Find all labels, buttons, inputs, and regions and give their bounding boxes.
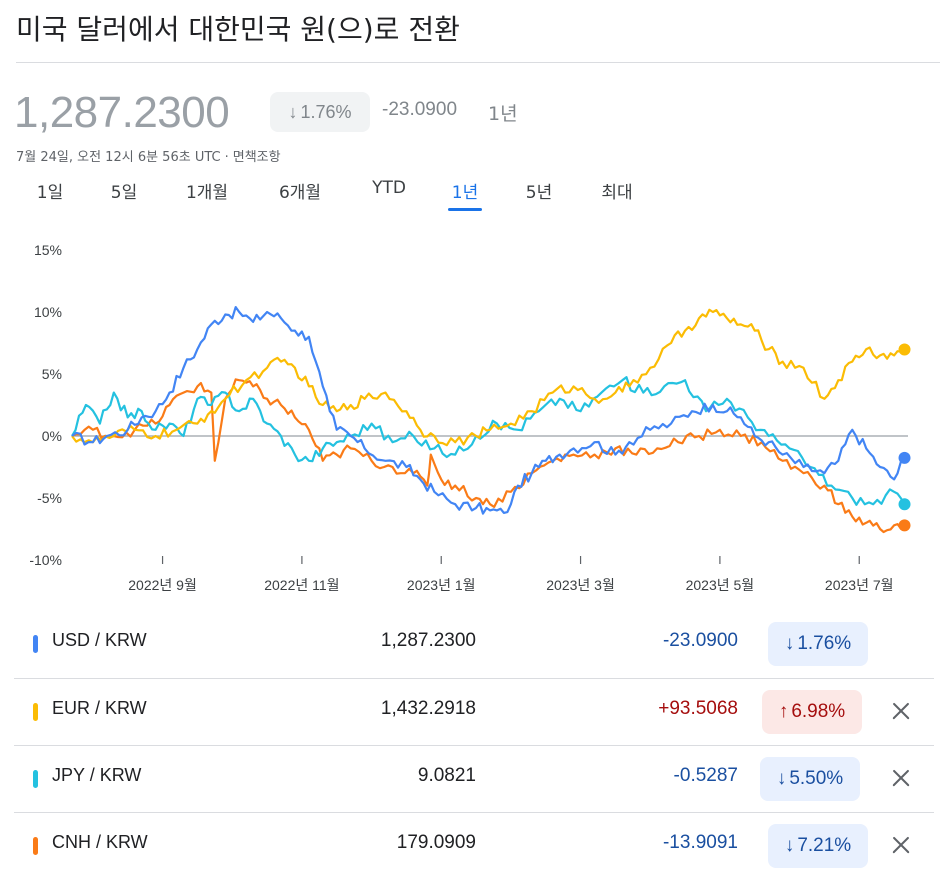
y-tick-label: 5%	[42, 366, 62, 382]
disclaimer-link[interactable]: 면책조항	[232, 150, 281, 165]
percent-change-badge: ↓ 1.76%	[270, 92, 370, 132]
percent-change-value: 1.76%	[300, 101, 352, 122]
tab-6m[interactable]: 6개월	[278, 183, 322, 203]
current-price: 1,287.2300	[14, 88, 230, 137]
title-divider	[16, 62, 940, 63]
eur-endpoint-dot	[898, 343, 911, 356]
remove-eur-button[interactable]	[886, 696, 916, 726]
y-tick-label: 15%	[34, 242, 62, 258]
range-tabs: 1일 5일 1개월 6개월 YTD 1년 5년 최대	[0, 178, 700, 214]
y-tick-label: 10%	[34, 304, 62, 320]
tab-max[interactable]: 최대	[601, 183, 633, 203]
arrow-up-icon: ↑	[778, 701, 789, 722]
row-divider	[14, 812, 934, 813]
currency-pair: CNH / KRW	[52, 832, 148, 852]
x-tick-label: 2023년 7월	[825, 577, 894, 593]
arrow-down-icon: ↓	[784, 633, 795, 654]
x-axis: 2022년 9월 2022년 11월 2023년 1월 2023년 3월 2023년 5…	[128, 556, 894, 593]
currency-pair: JPY / KRW	[52, 765, 142, 785]
remove-cnh-button[interactable]	[886, 830, 916, 860]
row-divider	[14, 745, 934, 746]
percent-value: 6.98%	[791, 701, 846, 722]
page-title: 미국 달러에서 대한민국 원(으)로 전환	[16, 13, 460, 46]
percent-value: 5.50%	[789, 768, 844, 789]
percent-badge: ↓ 7.21%	[768, 824, 868, 868]
y-tick-label: 0%	[42, 428, 62, 444]
change-period: 1년	[488, 103, 518, 125]
x-tick-label: 2022년 9월	[128, 577, 197, 593]
rate-change: -13.9091	[662, 832, 738, 853]
exchange-rate-chart: 15% 10% 5% 0% -5% -10% 2022년 9월 2022년 11월 2023년…	[29, 242, 911, 593]
absolute-change: -23.0900	[382, 99, 458, 120]
tab-1m[interactable]: 1개월	[185, 183, 229, 203]
arrow-down-icon: ↓	[784, 835, 795, 856]
exchange-rate: 179.0909	[396, 832, 476, 853]
x-tick-label: 2023년 5월	[686, 577, 755, 593]
cnh-color-swatch	[33, 837, 38, 855]
usd-endpoint-dot	[898, 451, 911, 464]
x-tick-label: 2023년 3월	[546, 577, 615, 593]
tab-1y[interactable]: 1년	[451, 183, 479, 203]
usd-color-swatch	[33, 635, 38, 653]
tab-ytd[interactable]: YTD	[372, 178, 406, 198]
percent-value: 1.76%	[797, 633, 852, 654]
currency-row-usd[interactable]: USD / KRW 1,287.2300 -23.0900 ↓ 1.76%	[14, 610, 934, 677]
y-tick-label: -5%	[37, 490, 62, 506]
jpy-endpoint-dot	[898, 498, 911, 511]
tab-5d[interactable]: 5일	[110, 183, 138, 203]
active-tab-indicator	[448, 208, 482, 211]
currency-pair: EUR / KRW	[52, 698, 147, 718]
y-tick-label: -10%	[29, 552, 62, 568]
endpoint-layer	[898, 343, 911, 532]
series-layer	[71, 305, 906, 534]
currency-row-jpy[interactable]: JPY / KRW 9.0821 -0.5287 ↓ 5.50%	[14, 745, 934, 812]
percent-value: 7.21%	[797, 835, 852, 856]
rate-change: -23.0900	[662, 630, 738, 651]
eur-series-line	[71, 308, 906, 447]
percent-badge: ↓ 1.76%	[768, 622, 868, 666]
jpy-series-line	[71, 376, 906, 506]
eur-color-swatch	[33, 703, 38, 721]
timestamp: 7월 24일, 오전 12시 6분 56초 UTC	[16, 150, 221, 165]
rate-change: -0.5287	[673, 765, 738, 786]
cnh-endpoint-dot	[898, 519, 911, 532]
exchange-rate: 9.0821	[417, 765, 476, 786]
usd-series-line	[71, 305, 906, 515]
percent-badge: ↑ 6.98%	[762, 690, 862, 734]
rate-change: +93.5068	[658, 698, 738, 719]
x-tick-label: 2023년 1월	[407, 577, 476, 593]
currency-row-cnh[interactable]: CNH / KRW 179.0909 -13.9091 ↓ 7.21%	[14, 812, 934, 879]
timestamp-line: 7월 24일, 오전 12시 6분 56초 UTC · 면책조항	[16, 146, 281, 165]
tab-5y[interactable]: 5년	[525, 183, 553, 203]
y-axis: 15% 10% 5% 0% -5% -10%	[29, 242, 62, 568]
exchange-rate: 1,432.2918	[380, 698, 476, 719]
jpy-color-swatch	[33, 770, 38, 788]
timestamp-separator: ·	[224, 150, 229, 165]
row-divider	[14, 678, 934, 679]
currency-pair: USD / KRW	[52, 630, 147, 650]
percent-badge: ↓ 5.50%	[760, 757, 860, 801]
arrow-down-icon: ↓	[288, 101, 298, 122]
tab-1d[interactable]: 1일	[36, 183, 64, 203]
cnh-series-line	[71, 378, 906, 534]
exchange-rate: 1,287.2300	[380, 630, 476, 651]
x-tick-label: 2022년 11월	[264, 577, 339, 593]
remove-jpy-button[interactable]	[886, 763, 916, 793]
arrow-down-icon: ↓	[776, 768, 787, 789]
currency-row-eur[interactable]: EUR / KRW 1,432.2918 +93.5068 ↑ 6.98%	[14, 678, 934, 745]
